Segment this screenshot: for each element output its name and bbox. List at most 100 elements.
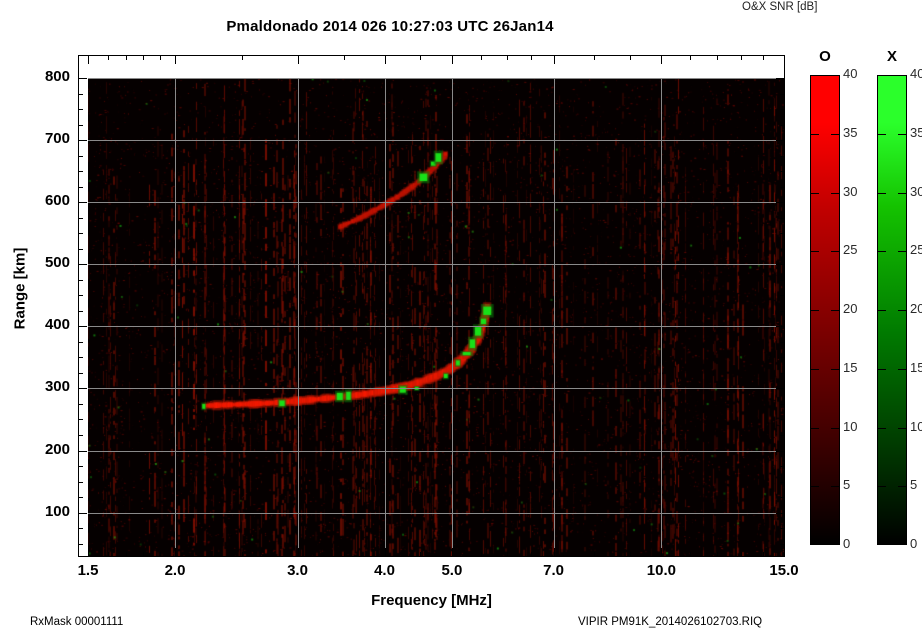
y-tick-minor xyxy=(78,357,83,359)
y-tick-major-right xyxy=(776,512,785,514)
ionogram-data-canvas[interactable] xyxy=(88,78,784,556)
x-tick-minor-bottom xyxy=(420,552,422,557)
y-tick-minor-right xyxy=(780,434,785,436)
colorbar-tick-dash xyxy=(831,251,840,253)
y-tick-major xyxy=(78,388,87,390)
grid-line-horizontal xyxy=(88,202,784,204)
colorbar-tick-dash xyxy=(831,427,840,429)
x-tick-minor-bottom xyxy=(716,552,718,557)
colorbar-tick-dash xyxy=(831,310,840,311)
grid-line-horizontal xyxy=(88,388,784,390)
y-tick-major xyxy=(78,202,87,204)
x-tick-major-bottom xyxy=(553,548,555,557)
x-tick-label: 3.0 xyxy=(287,562,308,579)
colorbar-o-tick-label: 25 xyxy=(843,242,858,258)
colorbar-tick-dash xyxy=(877,310,886,311)
x-tick-label: 10.0 xyxy=(646,562,676,579)
colorbar-tick-dash xyxy=(877,251,886,253)
grid-line-horizontal xyxy=(88,140,784,142)
y-tick-minor xyxy=(78,372,83,374)
x-tick-label: 5.0 xyxy=(441,562,463,579)
y-tick-minor xyxy=(78,403,83,405)
y-tick-minor xyxy=(78,171,83,173)
colorbar-tick-dash xyxy=(831,192,840,194)
y-tick-label: 700 xyxy=(44,130,70,148)
colorbar-tick-dash xyxy=(898,251,907,253)
y-tick-minor-right xyxy=(780,279,785,281)
x-tick-minor xyxy=(629,55,631,60)
x-tick-major xyxy=(88,55,89,64)
y-tick-minor-right xyxy=(780,419,785,421)
x-tick-minor-bottom xyxy=(690,552,692,557)
grid-line-vertical xyxy=(384,78,386,556)
y-tick-minor xyxy=(78,497,83,498)
y-tick-minor-right xyxy=(780,171,785,173)
colorbar-tick-dash xyxy=(877,133,886,135)
x-tick-label: 2.0 xyxy=(164,562,186,579)
y-tick-major-right xyxy=(776,78,785,79)
colorbar-o-tick-label: 5 xyxy=(843,477,851,493)
colorbar-o-tick-label: 30 xyxy=(843,183,858,199)
x-tick-major-bottom xyxy=(297,548,299,557)
colorbar-tick-dash xyxy=(898,427,907,429)
ionogram-echo-layer xyxy=(88,78,784,556)
colorbar-o-tick-label: 15 xyxy=(843,359,858,375)
y-tick-minor xyxy=(78,341,83,343)
x-tick-label: 15.0 xyxy=(769,562,799,579)
x-tick-major xyxy=(175,55,176,64)
x-tick-major-bottom xyxy=(451,548,453,557)
x-tick-minor-bottom xyxy=(107,552,109,557)
colorbar-tick-dash xyxy=(810,192,819,194)
x-tick-major-bottom xyxy=(784,548,785,557)
colorbar-tick-dash xyxy=(877,368,886,370)
colorbar-x-tick-label: 40 xyxy=(910,66,922,81)
y-tick-minor xyxy=(78,233,83,235)
y-tick-minor-right xyxy=(780,497,785,498)
y-tick-label: 400 xyxy=(44,316,70,334)
y-tick-major-right xyxy=(776,202,785,204)
y-tick-major-right xyxy=(776,388,785,390)
x-tick-minor xyxy=(763,55,765,60)
y-tick-minor-right xyxy=(780,124,785,126)
x-axis-label: Frequency [MHz] xyxy=(371,592,492,609)
y-tick-major xyxy=(78,140,87,142)
y-tick-major xyxy=(78,512,87,514)
x-tick-minor xyxy=(716,55,718,60)
y-tick-minor xyxy=(78,466,83,467)
x-tick-minor-bottom xyxy=(507,552,508,557)
grid-line-vertical xyxy=(297,78,299,556)
y-tick-minor xyxy=(78,279,83,281)
colorbar-tick-dash xyxy=(898,192,907,194)
y-tick-label: 100 xyxy=(44,502,70,520)
x-tick-minor-bottom xyxy=(531,552,533,557)
y-tick-minor xyxy=(78,310,83,312)
colorbar-o-tick-label: 40 xyxy=(843,66,858,81)
colorbar-tick-dash xyxy=(898,486,907,488)
y-tick-major xyxy=(78,264,87,266)
y-tick-minor-right xyxy=(780,543,785,545)
grid-line-horizontal xyxy=(88,450,784,452)
y-tick-major xyxy=(78,450,87,452)
x-tick-major-bottom xyxy=(88,548,89,557)
y-tick-minor-right xyxy=(780,248,785,250)
x-tick-minor-bottom xyxy=(143,552,145,557)
grid-line-vertical xyxy=(661,78,663,556)
x-tick-minor-bottom xyxy=(242,552,244,557)
y-tick-minor-right xyxy=(780,403,785,405)
y-tick-minor xyxy=(78,543,83,545)
y-tick-label: 300 xyxy=(44,378,70,396)
colorbar-x-tick-label: 25 xyxy=(910,242,922,258)
colorbar-x-tick-label: 0 xyxy=(910,536,918,551)
x-tick-major xyxy=(661,55,663,64)
x-tick-label: 1.5 xyxy=(77,562,99,579)
colorbar-x-tick-label: 20 xyxy=(910,301,922,316)
y-tick-label: 200 xyxy=(44,440,70,458)
colorbar-tick-dash xyxy=(831,486,840,488)
y-tick-minor xyxy=(78,186,83,188)
x-tick-minor xyxy=(480,55,482,60)
y-tick-major-right xyxy=(776,264,785,266)
y-tick-minor-right xyxy=(780,310,785,312)
x-tick-minor xyxy=(107,55,109,60)
x-tick-major xyxy=(784,55,785,64)
colorbar-tick-dash xyxy=(898,310,907,311)
